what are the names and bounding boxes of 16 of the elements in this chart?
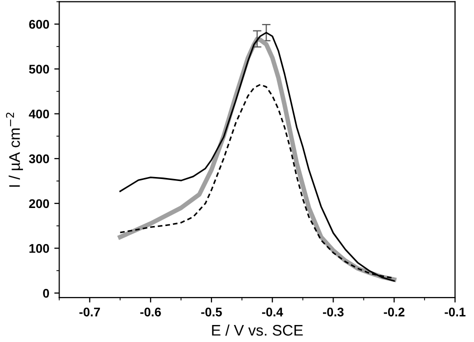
y-tick-label: 500 — [29, 64, 50, 74]
y-tick-label: 400 — [28, 110, 50, 118]
y-tick-label: 100 — [29, 244, 50, 253]
y-tick-label: 600 — [29, 20, 50, 29]
y-tick-label: 200 — [29, 199, 50, 208]
x-tick-label: -0.7 — [79, 308, 100, 316]
x-tick-label: -0.5 — [201, 308, 222, 316]
y-tick-label: 300 — [28, 154, 50, 164]
x-tick-label: -0.2 — [384, 308, 404, 316]
y-tick-label: 0 — [43, 288, 50, 298]
x-tick-label: -0.4 — [262, 308, 284, 316]
x-axis-title: E / V vs. SCE — [212, 324, 303, 336]
x-tick-label: -0.1 — [444, 308, 466, 316]
x-tick-label: -0.6 — [140, 308, 161, 316]
x-tick-label: -0.3 — [322, 308, 344, 316]
y-axis-title: I / µA cm$^{−2}$ — [6, 112, 23, 187]
